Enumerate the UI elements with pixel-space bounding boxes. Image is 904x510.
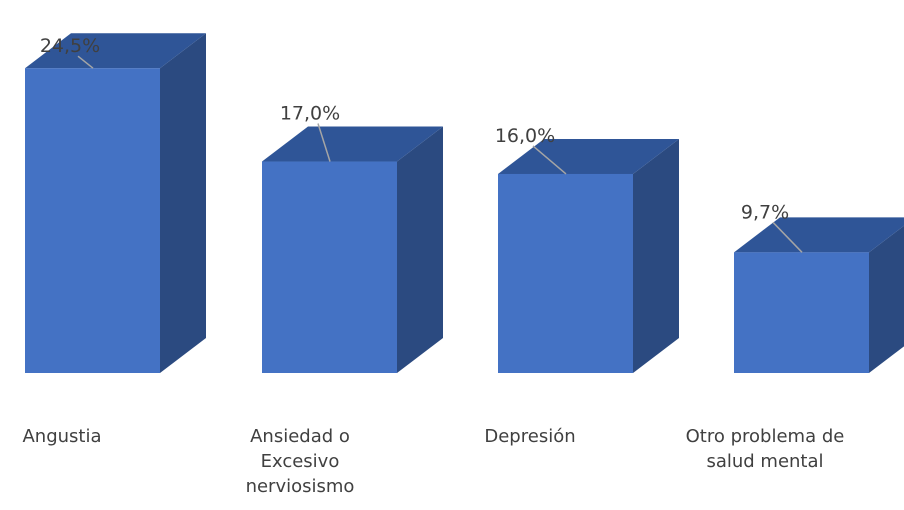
bar-front-face xyxy=(498,173,633,373)
bar-3: 16,0% xyxy=(495,125,679,373)
category-label: Ansiedad o Excesivo nerviosismo xyxy=(245,426,355,497)
bar-4: 9,7% xyxy=(734,201,904,373)
leader-line xyxy=(77,55,94,69)
category-label: Angustia xyxy=(22,426,102,447)
data-label: 24,5% xyxy=(40,35,100,57)
category-label: Otro problema de salud mental xyxy=(685,426,845,472)
leader-line xyxy=(772,221,803,253)
bar-top-face xyxy=(262,126,443,162)
bar-front-face xyxy=(734,252,869,373)
leader-line xyxy=(532,145,567,175)
data-label: 17,0% xyxy=(280,103,340,125)
bar-front-face xyxy=(262,161,397,373)
bar-side-face xyxy=(160,33,206,373)
data-label: 9,7% xyxy=(741,201,789,223)
bar-top-face xyxy=(25,33,206,69)
bar-front-face xyxy=(25,68,160,373)
bar-2: 17,0% xyxy=(262,103,443,374)
bar-side-face xyxy=(869,225,904,373)
bar-top-face xyxy=(498,138,679,174)
bar-side-face xyxy=(633,138,679,373)
bar-1: 24,5% xyxy=(25,33,206,373)
category-label: Depresión xyxy=(484,426,576,447)
bar-side-face xyxy=(397,126,443,374)
data-label: 16,0% xyxy=(495,125,555,147)
leader-line xyxy=(317,123,331,162)
